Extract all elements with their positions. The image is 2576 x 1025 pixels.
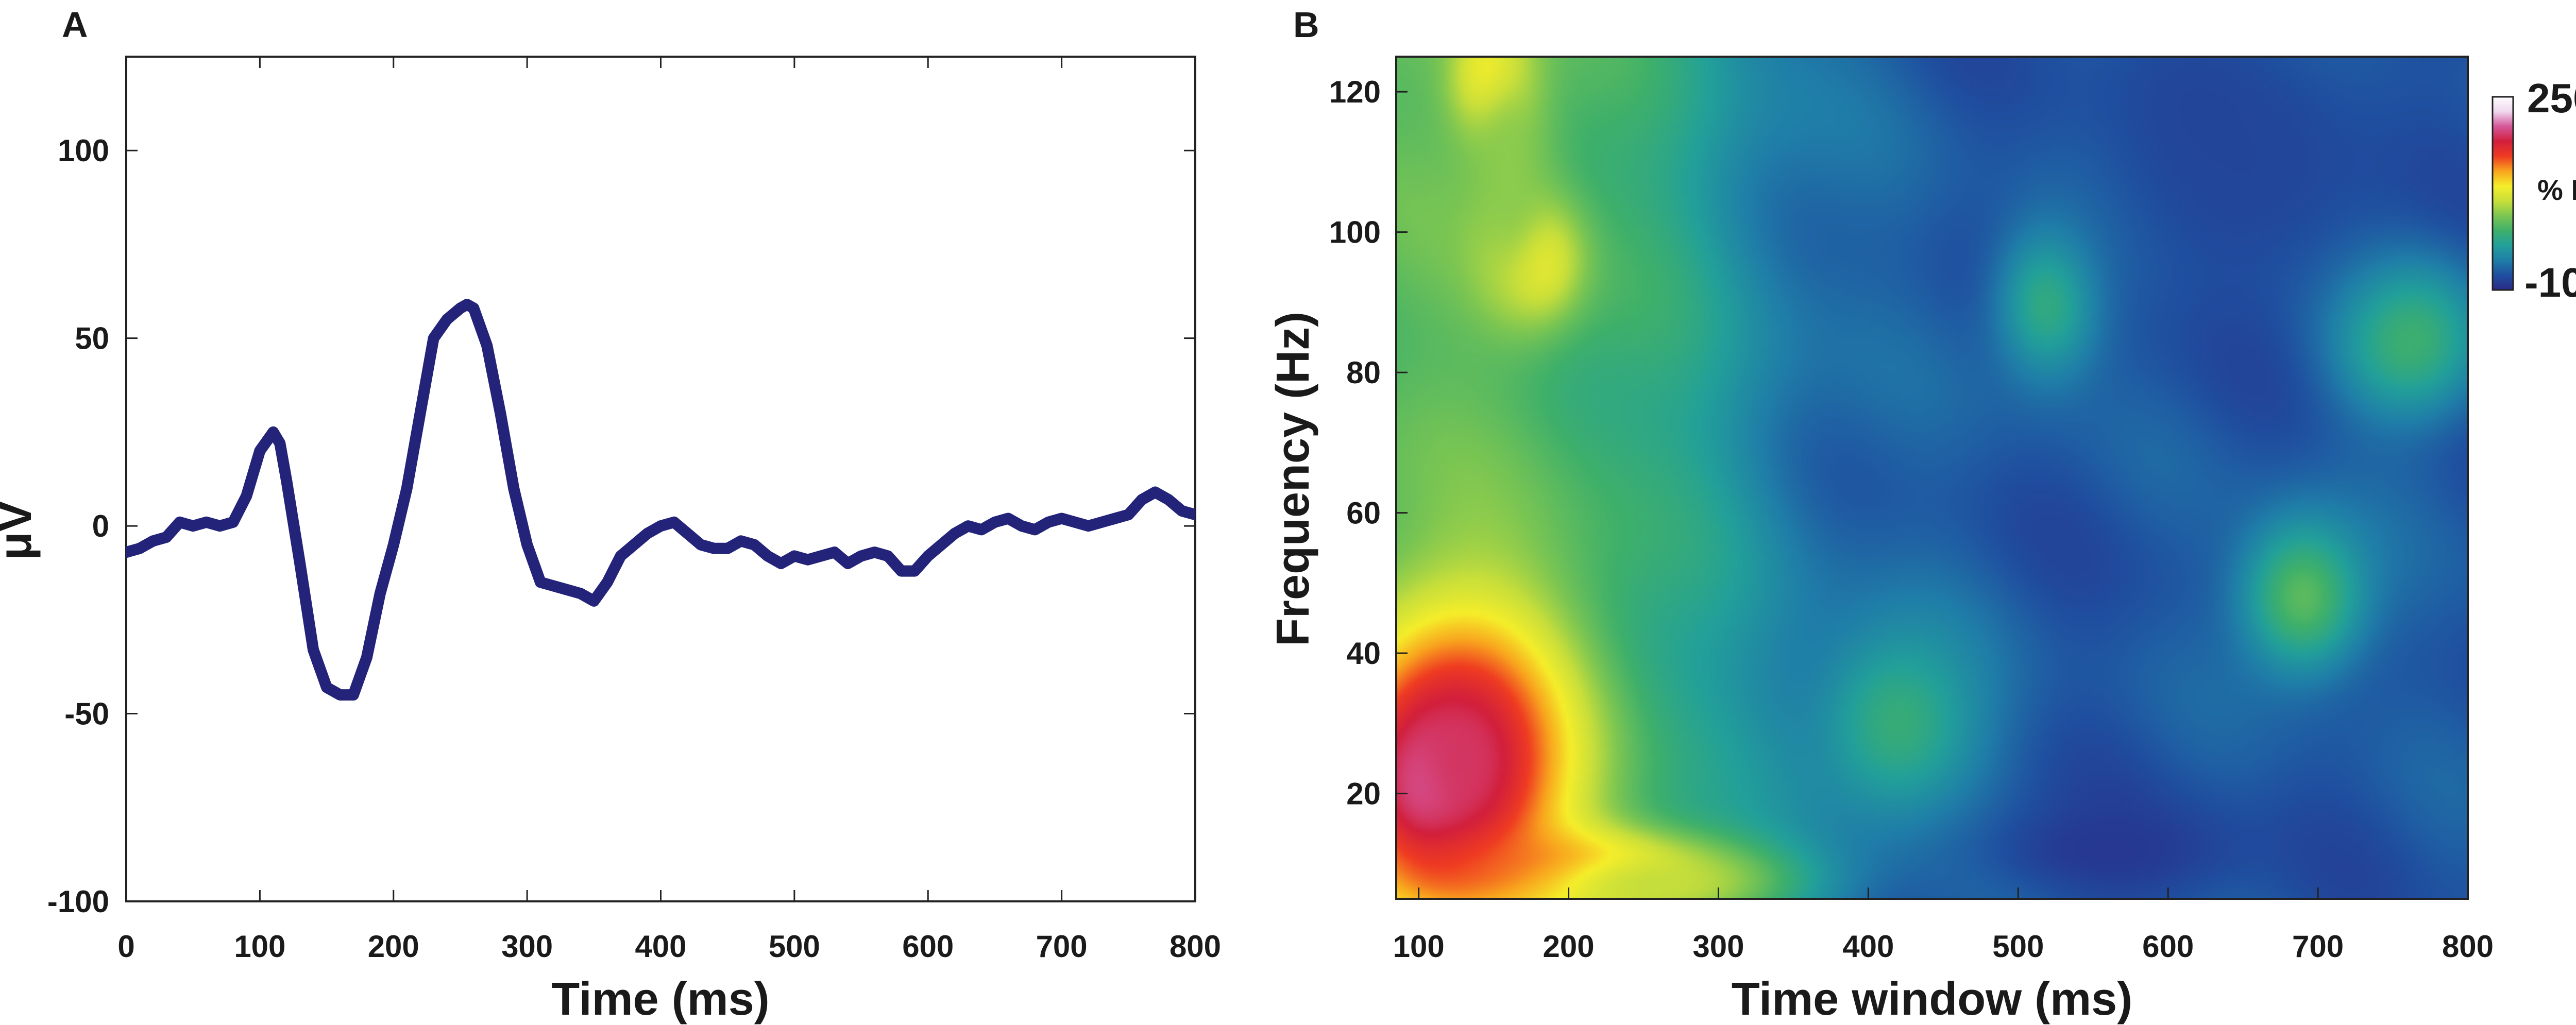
- spectrogram-x-tick-label: 700: [2292, 929, 2344, 964]
- erp-x-tick-label: 300: [501, 929, 553, 964]
- colorbar-gradient: [2492, 96, 2514, 291]
- spectrogram-y-tick-label: 20: [1346, 777, 1381, 811]
- erp-y-tick-label: 100: [58, 133, 109, 168]
- erp-panel: A 0 100 200 300 400 500 600 700 800 -100 -50 0 50 100…: [0, 5, 1221, 1025]
- panel-a-letter: A: [62, 5, 88, 45]
- spectrogram-y-tick-label: 40: [1346, 636, 1381, 671]
- erp-x-tick-label: 100: [234, 929, 285, 964]
- colorbar-max-label: 250: [2527, 75, 2576, 121]
- spectrogram-x-tick-label: 100: [1393, 929, 1445, 964]
- erp-y-tick-label: 50: [75, 321, 109, 356]
- erp-x-tick-label: 600: [902, 929, 954, 964]
- erp-x-tick-label: 700: [1036, 929, 1088, 964]
- spectrogram-y-tick-label: 60: [1346, 496, 1381, 531]
- spectrogram-y-tick-label: 80: [1346, 355, 1381, 390]
- erp-y-tick-label: -50: [64, 697, 109, 731]
- colorbar-title: % Power: [2537, 174, 2576, 206]
- erp-x-tick-label: 200: [368, 929, 419, 964]
- spectrogram-plot-frame: [1395, 56, 2469, 900]
- panel-b-letter: B: [1293, 5, 1319, 45]
- spectrogram-panel: B 100 200 300 400 500 600 700 800 20 40 60 80 100 120…: [1267, 5, 2576, 1025]
- erp-x-axis-title: Time (ms): [551, 973, 769, 1025]
- colorbar: 250 % Power -100: [2492, 75, 2576, 305]
- erp-x-tick-label: 0: [117, 929, 134, 964]
- erp-y-tick-label: 0: [92, 509, 109, 543]
- spectrogram-x-tick-label: 500: [1992, 929, 2044, 964]
- erp-y-tick-label: -100: [47, 884, 109, 919]
- spectrogram-ticks: 100 200 300 400 500 600 700 800 20 40 60 80 100 120: [1329, 75, 2494, 964]
- spectrogram-x-tick-label: 400: [1842, 929, 1894, 964]
- spectrogram-x-axis-title: Time window (ms): [1732, 973, 2132, 1025]
- erp-ticks: 0 100 200 300 400 500 600 700 800 -100 -50 0 50 100: [47, 57, 1221, 964]
- erp-y-axis-title: μV: [0, 501, 41, 560]
- spectrogram-x-tick-label: 600: [2142, 929, 2194, 964]
- erp-x-tick-label: 800: [1170, 929, 1221, 964]
- spectrogram-x-tick-label: 300: [1692, 929, 1744, 964]
- spectrogram-y-tick-label: 120: [1329, 75, 1381, 109]
- spectrogram-x-tick-label: 800: [2442, 929, 2494, 964]
- spectrogram-y-tick-label: 100: [1329, 215, 1381, 250]
- spectrogram-heatmap: [1396, 57, 2468, 899]
- erp-x-tick-label: 400: [635, 929, 686, 964]
- erp-x-tick-label: 500: [769, 929, 820, 964]
- colorbar-min-label: -100: [2524, 260, 2576, 305]
- erp-waveform-line: [126, 299, 1195, 701]
- spectrogram-y-axis-title: Frequency (Hz): [1267, 312, 1319, 646]
- spectrogram-x-tick-label: 200: [1543, 929, 1594, 964]
